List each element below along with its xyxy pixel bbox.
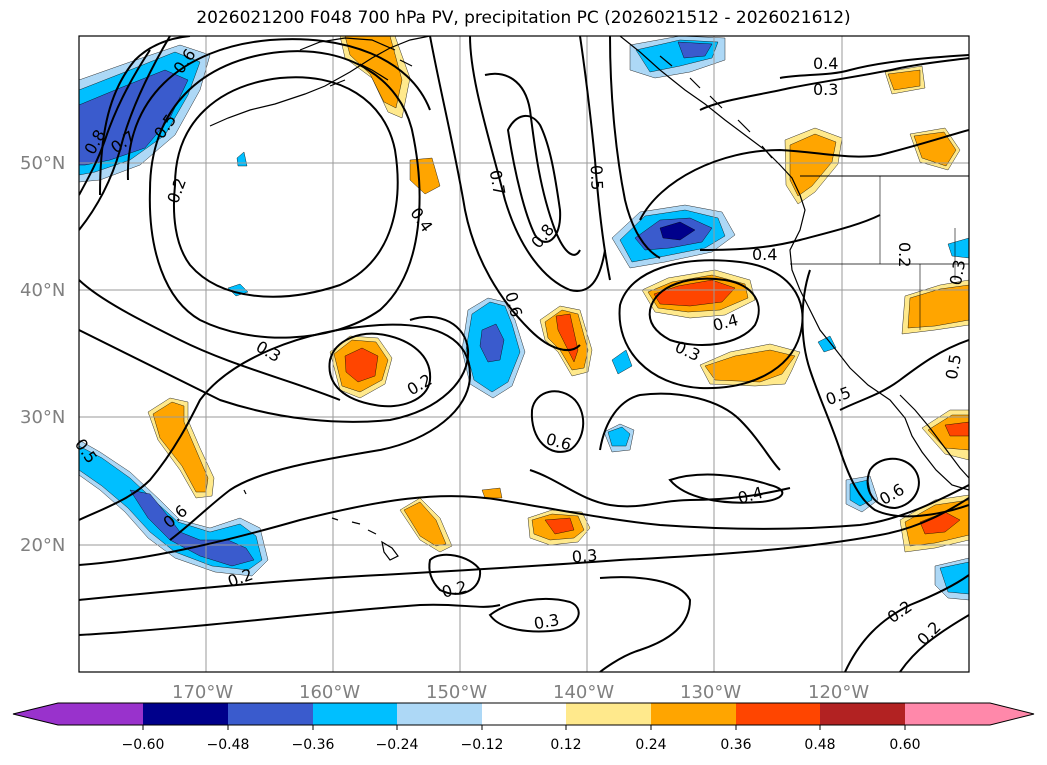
coastlines [209, 36, 969, 561]
precip-negative-area [607, 426, 631, 447]
colorbar-tick-label: 0.12 [550, 737, 581, 753]
precip-positive-area [152, 401, 209, 493]
precip-negative-area [947, 237, 969, 259]
lon-label: 170°W [172, 682, 233, 703]
colorbar-tick-label: 0.24 [635, 737, 666, 753]
pv-contours [79, 36, 969, 672]
colorbar-segment [13, 703, 143, 725]
colorbar-segment [651, 703, 736, 725]
colorbar-segment [482, 703, 566, 725]
precip-positive-area [789, 133, 837, 197]
colorbar-segment [397, 703, 482, 725]
contour-label: 0.3 [946, 258, 969, 286]
contour-label: 0.3 [253, 337, 285, 366]
contour-label: 0.2 [895, 242, 914, 267]
contour-label: 0.5 [587, 165, 607, 191]
precip-positive-area [944, 421, 969, 437]
map-frame [78, 35, 970, 673]
precip-shading [79, 36, 969, 601]
contour-label: 0.2 [440, 577, 470, 602]
contour-label: 0.3 [813, 80, 838, 99]
precip-negative-area [677, 41, 713, 59]
contour-label: 0.2 [163, 175, 190, 205]
contour-label: 0.2 [884, 597, 916, 627]
contour-label: 0.4 [813, 54, 838, 73]
precip-negative-area [611, 349, 633, 375]
lon-label: 120°W [808, 682, 869, 703]
colorbar-tick-label: −0.48 [207, 737, 250, 753]
colorbar-tick-label: 0.48 [804, 737, 835, 753]
precip-negative-area [479, 323, 505, 363]
colorbar-segment [566, 703, 651, 725]
contour-label: 0.3 [532, 610, 560, 633]
lat-label: 20°N [20, 535, 65, 556]
lon-label: 150°W [426, 682, 487, 703]
contour-label: 0.6 [544, 429, 574, 454]
contour-label: 0.5 [942, 353, 965, 381]
precip-positive-area [887, 69, 921, 91]
colorbar-segment [736, 703, 820, 725]
axis-labels: 50°N 40°N 30°N 20°N 170°W 160°W 150°W 14… [20, 153, 869, 703]
contour-label: 0.4 [752, 245, 777, 264]
lat-label: 40°N [20, 280, 65, 301]
precip-positive-area [403, 501, 447, 547]
contour-label: 0.4 [406, 204, 436, 236]
colorbar-tick-label: −0.24 [376, 737, 419, 753]
colorbar-tick-label: −0.12 [461, 737, 504, 753]
precip-negative-area [659, 221, 696, 241]
contour-label: 0.4 [736, 483, 766, 508]
precip-positive-area [344, 36, 403, 109]
precip-negative-area [939, 561, 969, 595]
colorbar-tick-label: 0.36 [720, 737, 751, 753]
lon-label: 130°W [680, 682, 741, 703]
precip-positive-area [344, 347, 379, 383]
precip-positive-area [913, 131, 957, 167]
colorbar-tick-label: −0.60 [122, 737, 165, 753]
precip-positive-area [704, 349, 796, 383]
colorbar-segment [228, 703, 313, 725]
contour-label: 0.3 [571, 546, 598, 567]
lat-label: 30°N [20, 407, 65, 428]
lat-label: 50°N [20, 153, 65, 174]
lon-label: 140°W [553, 682, 614, 703]
colorbar-segment [143, 703, 228, 725]
colorbar-segment [313, 703, 397, 725]
colorbar-segment [905, 703, 1034, 725]
precip-negative-area [236, 151, 248, 167]
colorbar-tick-label: −0.36 [292, 737, 335, 753]
precip-positive-area [481, 487, 503, 499]
colorbar-tick-label: 0.60 [889, 737, 920, 753]
precip-positive-area [544, 517, 575, 535]
lon-label: 160°W [299, 682, 360, 703]
precip-positive-area [653, 279, 736, 307]
precip-positive-area [907, 284, 969, 329]
colorbar-segment [820, 703, 905, 725]
contour-label: 0.7 [486, 168, 509, 196]
colorbar: −0.60 −0.48 −0.36 −0.24 −0.12 0.12 0.24 … [12, 702, 1035, 753]
map-title: 2026021200 F048 700 hPa PV, precipitatio… [196, 8, 851, 28]
precip-negative-area [79, 69, 189, 166]
contour-label: 0.2 [913, 618, 944, 649]
